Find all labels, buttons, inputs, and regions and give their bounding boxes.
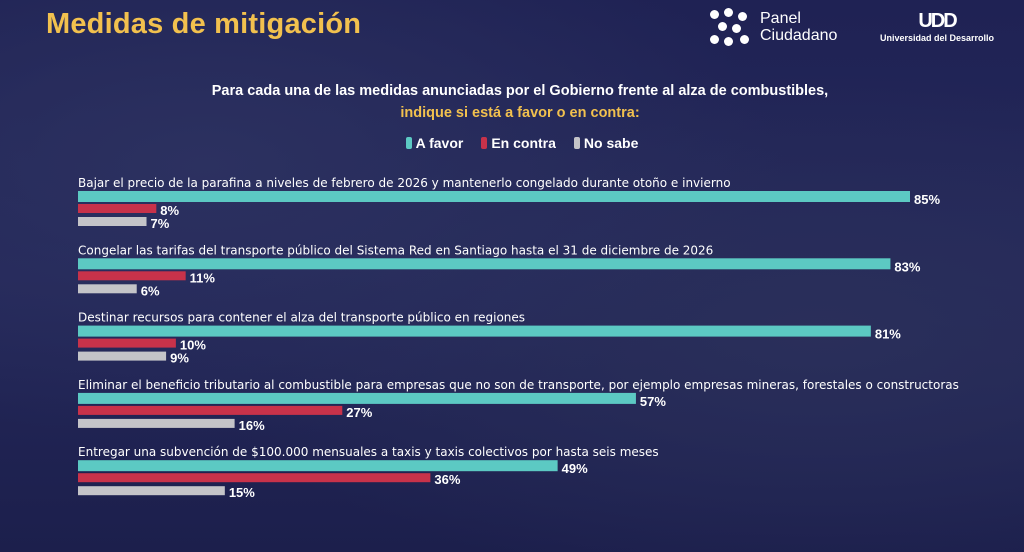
panel-logo-text: Panel Ciudadano xyxy=(760,10,838,44)
udd-logo: UDD Universidad del Desarrollo xyxy=(880,10,994,43)
legend-label: A favor xyxy=(415,135,464,151)
legend-label: En contra xyxy=(491,135,556,151)
udd-name: Universidad del Desarrollo xyxy=(880,33,995,43)
bar-en-contra xyxy=(78,473,431,483)
data-label: 36% xyxy=(434,472,460,487)
bar-a-favor xyxy=(78,191,910,202)
bar-a-favor xyxy=(78,460,558,472)
legend-swatch xyxy=(573,137,580,149)
data-label: 85% xyxy=(914,192,940,207)
data-label: 49% xyxy=(562,461,588,476)
legend: A favor En contra No sabe xyxy=(0,135,1024,151)
data-label: 83% xyxy=(894,259,920,274)
data-label: 81% xyxy=(875,327,901,342)
bar-no-sabe xyxy=(78,351,167,361)
data-label: 57% xyxy=(640,394,666,409)
data-label: 8% xyxy=(160,203,179,218)
category-label: Bajar el precio de la parafina a niveles… xyxy=(78,176,731,190)
legend-swatch xyxy=(481,137,488,149)
category-label: Congelar las tarifas del transporte públ… xyxy=(78,243,713,257)
chart-title: Para cada una de las medidas anunciadas … xyxy=(211,83,829,99)
bar-en-contra xyxy=(78,338,176,348)
legend-label: No sabe xyxy=(583,135,639,151)
panel-ciudadano-logo: Panel Ciudadano xyxy=(710,8,838,46)
legend-item: En contra xyxy=(481,135,556,151)
data-label: 11% xyxy=(190,270,216,285)
data-label: 7% xyxy=(151,216,170,231)
bar-en-contra xyxy=(78,204,157,213)
data-label: 10% xyxy=(180,338,206,353)
category-label: Destinar recursos para contener el alza … xyxy=(78,311,525,325)
bar-a-favor xyxy=(78,325,871,337)
data-label: 6% xyxy=(141,283,160,298)
bar-en-contra xyxy=(78,271,186,281)
page-title: Medidas de mitigación xyxy=(46,8,362,40)
chart-subtitle: indique si está a favor o en contra: xyxy=(400,105,640,121)
data-label: 9% xyxy=(170,351,189,366)
bar-no-sabe xyxy=(78,418,235,428)
legend-swatch xyxy=(405,137,412,149)
data-label: 15% xyxy=(229,485,255,500)
category-label: Entregar una subvención de $100.000 mens… xyxy=(78,445,659,459)
bar-no-sabe xyxy=(78,217,147,226)
category-label: Eliminar el beneficio tributario al comb… xyxy=(78,378,959,392)
bar-no-sabe xyxy=(78,486,225,496)
bar-en-contra xyxy=(78,405,343,415)
panel-dots-icon xyxy=(710,8,754,46)
bar-no-sabe xyxy=(78,284,137,294)
legend-item: No sabe xyxy=(573,135,639,151)
bar-a-favor xyxy=(78,258,891,270)
bar-a-favor xyxy=(78,392,636,404)
legend-item: A favor xyxy=(405,135,464,151)
data-label: 27% xyxy=(346,405,372,420)
udd-mark: UDD xyxy=(918,10,957,32)
data-label: 16% xyxy=(239,418,265,433)
